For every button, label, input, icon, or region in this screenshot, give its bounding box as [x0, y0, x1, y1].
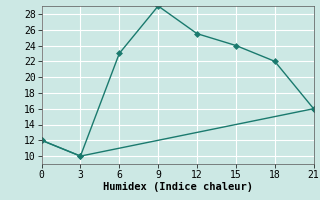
X-axis label: Humidex (Indice chaleur): Humidex (Indice chaleur) [103, 182, 252, 192]
